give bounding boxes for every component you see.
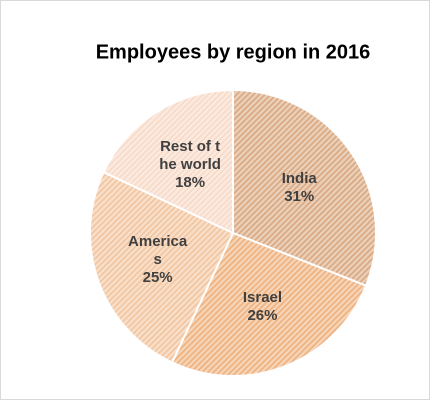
category-label: Rest of the world bbox=[159, 138, 221, 174]
category-label: Americas bbox=[128, 233, 188, 269]
value-label: 18% bbox=[175, 174, 206, 192]
slice-label-box: India 31% bbox=[254, 158, 344, 218]
pie-slice bbox=[232, 88, 377, 287]
chart-title: Employees by region in 2016 bbox=[96, 41, 371, 63]
pie-slice bbox=[170, 231, 368, 377]
slice-label-box: Rest of the world 18% bbox=[145, 135, 235, 195]
value-label: 26% bbox=[247, 307, 278, 325]
slice-label-box: Americas 25% bbox=[113, 230, 203, 290]
pie-slice bbox=[102, 88, 234, 235]
category-label: Israel bbox=[242, 289, 283, 307]
category-label: India bbox=[281, 169, 317, 187]
value-label: 25% bbox=[142, 269, 173, 287]
value-label: 31% bbox=[284, 187, 315, 205]
pie-slice bbox=[89, 170, 235, 364]
slice-label-box: Israel 26% bbox=[217, 277, 307, 337]
